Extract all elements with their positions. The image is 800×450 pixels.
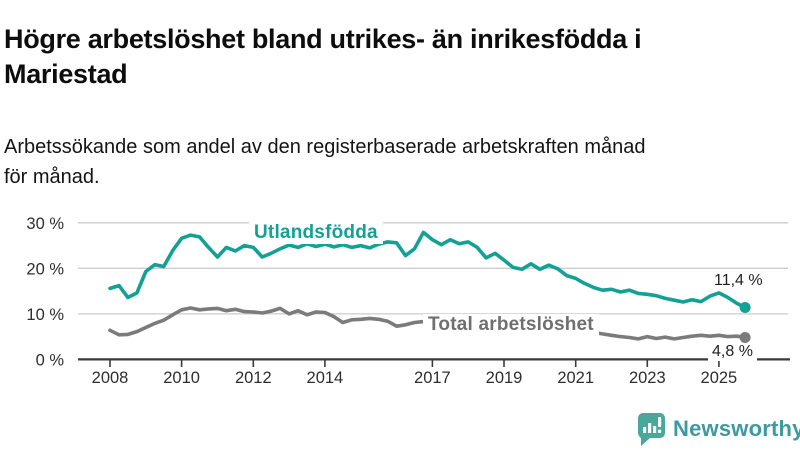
series-line-utlandsfodda — [108, 230, 747, 310]
x-tick-label-2014: 2014 — [307, 369, 344, 387]
end-value-label-total: 4,8 % — [708, 343, 757, 361]
newsworthy-speech-bubble-chart-icon — [636, 412, 666, 446]
x-tick-label-2019: 2019 — [486, 369, 523, 387]
newsworthy-logo[interactable]: Newsworthy — [636, 412, 800, 446]
y-tick-label-10: 10 % — [26, 306, 64, 324]
end-value-label-utlandsfodda: 11,4 % — [714, 272, 763, 289]
y-tick-label-0: 0 % — [36, 351, 65, 369]
end-dot-total-arbetsloshet — [739, 332, 751, 343]
page-title: Högre arbetslöshet bland utrikes- än inr… — [4, 24, 642, 89]
x-tick-label-2008: 2008 — [92, 369, 129, 387]
x-tick-label-2021: 2021 — [557, 369, 594, 387]
chart-svg: 2008 2010 2012 2014 2017 2019 2021 2023 2025 0 % 1… — [26, 215, 790, 387]
line-chart: 2008 2010 2012 2014 2017 2019 2021 2023 2025 0 % 1… — [0, 180, 800, 415]
y-tick-label-30: 30 % — [26, 215, 64, 233]
newsworthy-logo-text: Newsworthy — [673, 416, 800, 441]
series-label-total-arbetsloshet: Total arbetslöshet — [423, 314, 599, 336]
x-tick-label-2017: 2017 — [414, 369, 451, 387]
x-tick-label-2023: 2023 — [629, 369, 666, 387]
y-tick-label-20: 20 % — [26, 260, 64, 278]
end-dot-utlandsfodda — [739, 302, 751, 313]
x-tick-label-2010: 2010 — [163, 369, 200, 387]
page-subtitle: Arbetssökande som andel av den registerb… — [4, 136, 646, 188]
series-label-utlandsfodda: Utlandsfödda — [249, 222, 383, 244]
x-tick-label-2025: 2025 — [701, 369, 738, 387]
x-tick-label-2012: 2012 — [235, 369, 272, 387]
